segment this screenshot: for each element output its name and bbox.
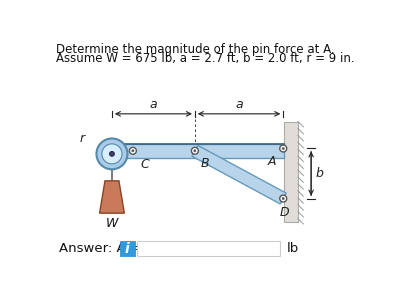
- Polygon shape: [284, 122, 298, 222]
- Text: a: a: [150, 98, 157, 111]
- Text: W: W: [106, 217, 118, 230]
- Text: B: B: [200, 157, 209, 170]
- Circle shape: [280, 195, 287, 202]
- Polygon shape: [137, 241, 280, 256]
- Polygon shape: [192, 146, 286, 204]
- Text: C: C: [140, 158, 150, 171]
- Polygon shape: [112, 144, 284, 158]
- Text: a: a: [235, 98, 243, 111]
- Circle shape: [96, 138, 127, 169]
- Text: Determine the magnitude of the pin force at A.: Determine the magnitude of the pin force…: [56, 43, 335, 56]
- Circle shape: [280, 145, 287, 152]
- Polygon shape: [100, 181, 124, 213]
- Text: D: D: [279, 206, 289, 219]
- Text: b: b: [316, 167, 324, 180]
- Circle shape: [194, 150, 196, 152]
- Text: i: i: [125, 242, 130, 256]
- Circle shape: [192, 147, 198, 154]
- Circle shape: [102, 144, 122, 164]
- FancyBboxPatch shape: [120, 241, 135, 256]
- Circle shape: [132, 150, 134, 152]
- Circle shape: [110, 152, 114, 156]
- Text: Assume W = 675 lb, a = 2.7 ft, b = 2.0 ft, r = 9 in.: Assume W = 675 lb, a = 2.7 ft, b = 2.0 f…: [56, 52, 355, 65]
- Circle shape: [282, 147, 284, 150]
- Text: r: r: [80, 132, 85, 145]
- Text: lb: lb: [286, 242, 299, 255]
- Text: Answer: A =: Answer: A =: [59, 242, 145, 255]
- Text: A: A: [268, 155, 276, 168]
- Circle shape: [282, 197, 284, 200]
- Circle shape: [129, 147, 136, 154]
